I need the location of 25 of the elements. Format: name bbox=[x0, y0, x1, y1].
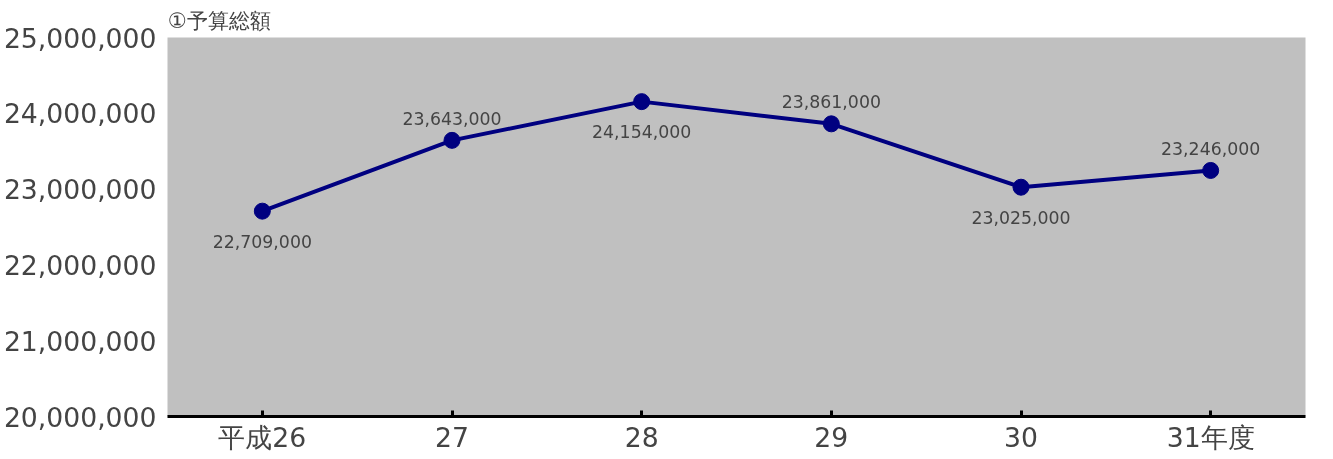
text: 23,643,000 bbox=[402, 108, 502, 129]
text: 24,154,000 bbox=[592, 122, 692, 143]
y-tick-label: 25,000,000 bbox=[3, 22, 157, 54]
y-tick-label: 20,000,000 bbox=[3, 401, 157, 433]
point bbox=[1202, 161, 1220, 179]
x-tick-label: 29 bbox=[814, 421, 849, 453]
x-tick-label: 平成26 bbox=[218, 421, 307, 453]
text: 23,861,000 bbox=[781, 92, 881, 113]
x-tick-label: 28 bbox=[624, 421, 659, 453]
text: 23,025,000 bbox=[971, 207, 1071, 228]
point bbox=[822, 115, 840, 133]
point bbox=[633, 93, 651, 111]
x-tick-label: 31年度 bbox=[1166, 421, 1255, 453]
point bbox=[253, 202, 271, 220]
chart-title: ①予算総額 bbox=[167, 7, 271, 33]
x-tick-label: 30 bbox=[1004, 421, 1038, 453]
x-tick-label: 27 bbox=[435, 421, 469, 453]
text: 22,709,000 bbox=[212, 231, 312, 252]
y-tick-label: 21,000,000 bbox=[3, 325, 157, 357]
text: 23,246,000 bbox=[1161, 138, 1261, 159]
y-tick-label: 22,000,000 bbox=[3, 249, 157, 281]
y-tick-label: 23,000,000 bbox=[3, 174, 157, 206]
point bbox=[1012, 178, 1030, 196]
point bbox=[443, 131, 461, 149]
y-tick-label: 24,000,000 bbox=[3, 98, 157, 130]
